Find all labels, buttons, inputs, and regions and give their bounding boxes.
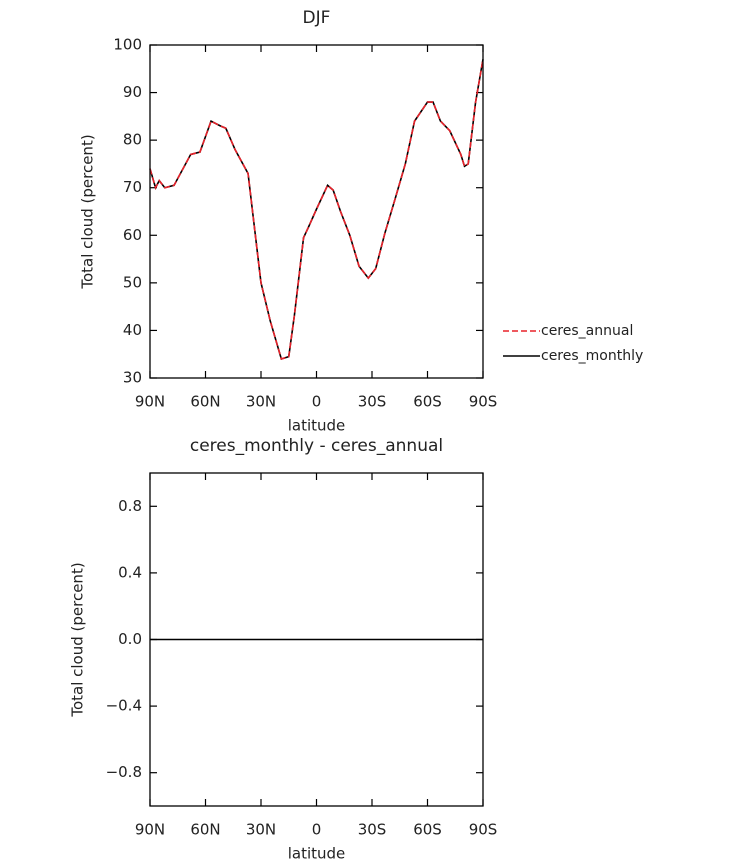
x-tick-label: 90N bbox=[135, 821, 165, 839]
y-tick-label: 100 bbox=[113, 36, 142, 54]
x-tick-label: 60N bbox=[190, 393, 220, 411]
x-tick-label: 30N bbox=[246, 393, 276, 411]
data-line bbox=[149, 59, 484, 360]
y-tick-label: 60 bbox=[123, 226, 142, 244]
x-axis-label: latitude bbox=[288, 417, 346, 435]
x-tick-label: 0 bbox=[312, 821, 322, 839]
x-tick-label: 60N bbox=[190, 821, 220, 839]
legend-label: ceres_monthly bbox=[541, 348, 643, 364]
y-tick-label: 0.4 bbox=[118, 563, 142, 581]
x-tick-label: 0 bbox=[312, 393, 322, 411]
y-tick-label: 0.8 bbox=[118, 497, 142, 515]
x-tick-label: 60S bbox=[413, 393, 442, 411]
y-axis-label: Total cloud (percent) bbox=[79, 134, 97, 289]
x-tick-label: 90N bbox=[135, 393, 165, 411]
plot-frame bbox=[149, 44, 484, 379]
y-tick-label: −0.4 bbox=[106, 697, 142, 715]
y-tick-label: 40 bbox=[123, 321, 142, 339]
legend-label: ceres_annual bbox=[541, 323, 633, 339]
y-tick-label: 30 bbox=[123, 369, 142, 387]
y-tick-label: 0.0 bbox=[118, 630, 142, 648]
x-tick-label: 30S bbox=[358, 821, 387, 839]
y-tick-label: 90 bbox=[123, 83, 142, 101]
x-tick-label: 30S bbox=[358, 393, 387, 411]
x-axis-label: latitude bbox=[288, 845, 346, 863]
x-tick-label: 60S bbox=[413, 821, 442, 839]
y-tick-label: 80 bbox=[123, 131, 142, 149]
x-tick-label: 30N bbox=[246, 821, 276, 839]
chart-title: ceres_monthly - ceres_annual bbox=[190, 436, 443, 456]
plot-frame bbox=[149, 472, 484, 807]
x-tick-label: 90S bbox=[469, 393, 498, 411]
y-tick-label: −0.8 bbox=[106, 763, 142, 781]
x-tick-label: 90S bbox=[469, 821, 498, 839]
y-axis-label: Total cloud (percent) bbox=[69, 562, 87, 717]
chart-title: DJF bbox=[303, 8, 331, 28]
data-line bbox=[149, 59, 484, 360]
y-tick-label: 70 bbox=[123, 178, 142, 196]
y-tick-label: 50 bbox=[123, 273, 142, 291]
